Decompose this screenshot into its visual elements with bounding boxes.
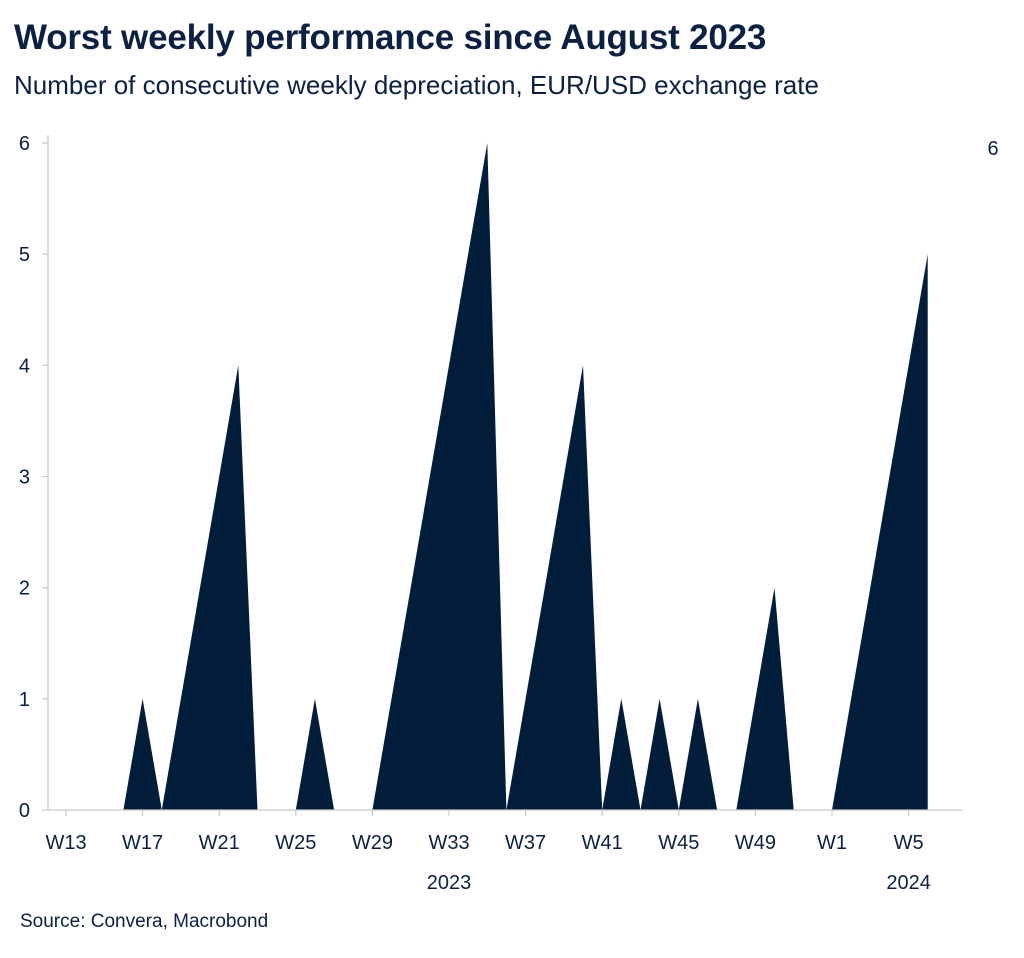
area-segment-1	[161, 365, 258, 810]
area-segment-3	[372, 143, 507, 810]
x-year-label: 2023	[427, 872, 472, 894]
y-tick-label: 4	[19, 355, 30, 377]
area-segment-9	[832, 254, 928, 810]
x-tick-label: W45	[658, 832, 699, 854]
x-tick-label: W13	[45, 832, 86, 854]
axis-layer	[47, 135, 962, 811]
area-segment-4	[506, 365, 603, 810]
x-tick-label: W33	[428, 832, 469, 854]
x-tick-label: W5	[894, 832, 924, 854]
y-tick-label: 2	[19, 578, 30, 600]
y-tick-label: 3	[19, 467, 30, 489]
x-tick-label: W17	[122, 832, 163, 854]
y-tick-label: 5	[19, 244, 30, 266]
x-tick-label: W1	[817, 832, 847, 854]
x-tick-label: W29	[352, 832, 393, 854]
area-segment-6	[640, 698, 679, 810]
area-segment-7	[678, 698, 718, 810]
area-segment-2	[295, 698, 335, 810]
area-segment-8	[736, 587, 794, 810]
chart-subtitle: Number of consecutive weekly depreciatio…	[14, 70, 819, 100]
source-note: Source: Convera, Macrobond	[20, 911, 269, 932]
area-segment-5	[602, 698, 641, 810]
x-tick-label: W41	[582, 832, 623, 854]
chart-title: Worst weekly performance since August 20…	[14, 18, 767, 57]
x-tick-label: W37	[505, 832, 546, 854]
x-year-label: 2024	[886, 872, 931, 894]
series-layer	[123, 143, 928, 810]
y-tick-label: 1	[19, 689, 30, 711]
y-axis-ticks: 0 1 2 3 4 5 6	[19, 133, 48, 822]
x-tick-label: W25	[275, 832, 316, 854]
last-value-label: 6	[987, 138, 998, 160]
area-segment-0	[123, 698, 162, 810]
x-tick-label: W49	[735, 832, 776, 854]
y-tick-label: 0	[19, 800, 30, 822]
x-axis-ticks: W13 W17 W21 W25 W29 W33 W37 W41 W45 W49 W1 W5 2023 20…	[45, 138, 998, 894]
y-tick-label: 6	[19, 133, 30, 155]
x-tick-label: W21	[199, 832, 240, 854]
